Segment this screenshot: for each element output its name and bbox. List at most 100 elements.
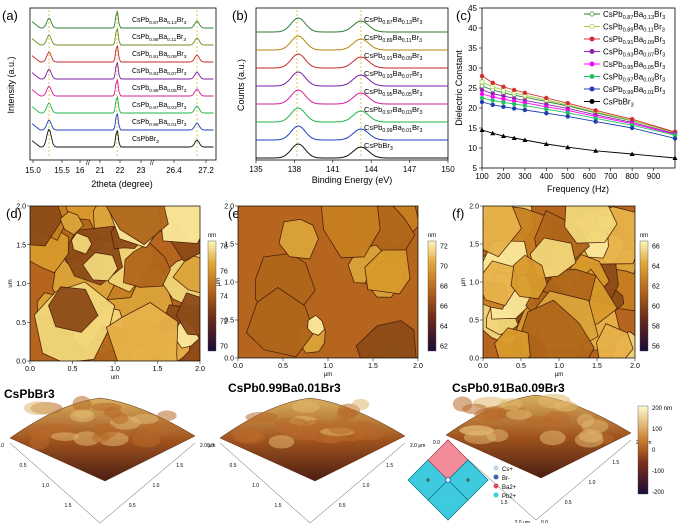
legend-marker — [589, 23, 595, 30]
x-tick-label: 0.0 — [478, 363, 488, 370]
series-label: CsPb0.97Ba0.03Br3 — [364, 105, 422, 116]
y-tick-label: 40 — [468, 24, 477, 33]
x-tick-label: 21 — [96, 166, 105, 175]
series-line — [481, 129, 676, 159]
axis-tick-label: 1.5 — [275, 503, 282, 509]
x-axis-label: μm — [555, 372, 563, 378]
data-point — [672, 155, 678, 160]
data-point — [629, 117, 635, 122]
panel-label-c: (c) — [456, 8, 471, 23]
x-tick-label: 0.0 — [233, 363, 243, 370]
surface-3d: 0.00.00.50.51.01.01.51.52.0 μm2.0 μm — [0, 395, 215, 528]
y-tick-label: 1.0 — [224, 280, 234, 287]
colorbar-tick-label: 64 — [652, 264, 660, 271]
panel-b-series-labels: CsPb0.87Ba0.13Br3 CsPb0.89Ba0.11Br3 CsPb0.… — [364, 15, 422, 152]
axis-tick-label: 1.5 — [501, 500, 508, 506]
colorbar — [639, 240, 649, 352]
panel-c-series — [479, 73, 678, 160]
legend-dot-pb — [493, 492, 499, 498]
y-tick-label: 0.0 — [16, 359, 26, 366]
data-point — [501, 84, 506, 90]
panel-b-curves — [256, 10, 448, 159]
surface-bump — [23, 401, 54, 416]
data-point — [543, 141, 549, 146]
colorbar-tick-label: 78 — [220, 244, 228, 251]
xrd-curve — [31, 113, 214, 131]
colorbar-tick-label: 68 — [440, 284, 448, 291]
grain — [510, 254, 548, 300]
surface-bump — [461, 403, 488, 415]
surface-bump — [349, 420, 377, 435]
panel-label-b: (b) — [232, 8, 248, 23]
panel-a-series-labels: CsPb0.87Ba0.13Br3 CsPb0.89Ba0.11Br3 CsPb0.… — [132, 17, 187, 145]
axis-tick-label: 0.0 — [0, 443, 4, 449]
x-tick-label: 500 — [561, 172, 575, 181]
panel-b-xticks: 135 138 141 144 147 150 — [249, 160, 455, 174]
axis-tick-label: 1.5 — [612, 460, 619, 466]
surface-bump — [327, 418, 355, 435]
surface-bump — [72, 395, 92, 412]
grain — [172, 255, 200, 294]
afm-grains — [245, 206, 418, 358]
data-point — [522, 90, 528, 96]
x-tick-label: 1.0 — [110, 366, 120, 373]
data-point — [672, 133, 678, 138]
surface-bump — [73, 409, 92, 419]
grain — [71, 232, 93, 255]
legend-label: CsPb0.95Ba0.05Br3 — [603, 60, 665, 71]
y-tick-label: 1.5 — [16, 242, 26, 249]
xps-curve — [256, 71, 448, 87]
panel-a: (a) Intensity (a.u.) 2theta (degree) 15.… — [2, 7, 217, 189]
grain — [82, 252, 119, 282]
legend-label: CsPb0.99Ba0.01Br3 — [603, 85, 665, 96]
axis-tick-label: 1.0 — [363, 483, 370, 489]
data-point — [501, 100, 506, 105]
data-point — [511, 87, 517, 93]
data-point — [511, 135, 517, 140]
colorbar-tick-label: 56 — [652, 344, 660, 351]
series-line — [481, 101, 676, 139]
panel-a-xlabel: 2theta (degree) — [91, 179, 153, 189]
surface-bump — [553, 400, 578, 412]
series-label: CsPb0.99Ba0.01Br3 — [132, 119, 187, 128]
x-tick-label: 0.0 — [25, 366, 35, 373]
data-point — [479, 73, 485, 79]
x-tick-label: 150 — [441, 165, 455, 174]
axis-tick-label: 1.5 — [176, 463, 183, 469]
series-label: CsPb0.93Ba0.07Br3 — [132, 68, 187, 77]
x-tick-label: 22 — [116, 166, 125, 175]
legend-cs: Cs+ — [502, 467, 513, 473]
cs-atom — [445, 477, 451, 483]
panel-a-frame — [29, 7, 217, 161]
x-tick-label: 0.5 — [278, 363, 288, 370]
panel-a-curves — [31, 10, 214, 158]
colorbar-tick-label: 70 — [220, 344, 228, 351]
xrd-curve — [31, 45, 214, 63]
legend-ba: Ba2+ — [502, 485, 517, 491]
surface-bump — [283, 427, 305, 436]
x-tick-label: 300 — [518, 172, 532, 181]
surface-bump — [111, 412, 129, 425]
x-tick-label: 0.5 — [68, 366, 78, 373]
x-tick-label: 2.0 — [413, 363, 423, 370]
data-point — [565, 114, 570, 119]
panel-c-xlabel: Frequency (Hz) — [547, 184, 609, 194]
colorbar-3d — [637, 405, 649, 495]
data-point — [565, 144, 571, 150]
afm-panels: (d) (e) (f) 0.0 0.5 1.0 1.5 2.00.00.51.01.52… — [6, 204, 660, 382]
x-tick-label: 700 — [604, 172, 618, 181]
y-tick-label: 10 — [468, 144, 477, 153]
y-axis-label: μm — [216, 278, 222, 286]
axis-tick-label: 1.5 — [65, 503, 72, 509]
x-tick-label: 100 — [475, 172, 489, 181]
xps-curve — [256, 89, 448, 105]
series-line — [481, 89, 676, 135]
grain — [175, 292, 200, 336]
legend-pb: Pb2+ — [502, 494, 517, 500]
perovskite-structure — [407, 439, 489, 521]
data-point — [479, 79, 485, 85]
surface-bump — [336, 408, 357, 421]
colorbar-tick-label: 66 — [440, 304, 448, 311]
sample-title-d: CsPbBr3 — [4, 387, 55, 401]
axis-y — [535, 439, 632, 521]
